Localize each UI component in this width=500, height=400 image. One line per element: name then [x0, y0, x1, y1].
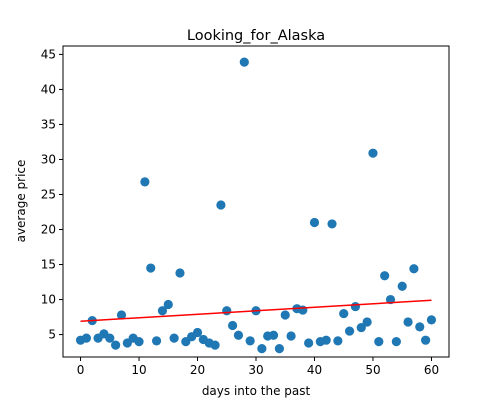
data-point: [228, 320, 238, 331]
data-point: [333, 336, 343, 346]
data-point: [81, 333, 91, 343]
data-point: [239, 57, 249, 67]
data-point: [391, 336, 401, 347]
data-point: [344, 326, 355, 336]
data-point: [403, 317, 413, 327]
data-point: [327, 219, 337, 229]
y-tick-label: 35: [41, 117, 56, 131]
data-point: [257, 343, 267, 354]
data-point: [409, 264, 419, 274]
data-point: [426, 315, 437, 325]
data-point: [116, 310, 127, 320]
data-point: [140, 177, 150, 187]
data-point: [421, 335, 431, 345]
y-tick-label: 40: [41, 82, 56, 96]
data-point: [216, 200, 226, 210]
chart-title: Looking_for_Alaska: [187, 28, 325, 44]
y-tick-label: 25: [41, 187, 56, 201]
trend-line: [80, 299, 432, 323]
data-point: [356, 322, 366, 333]
x-tick-label: 0: [77, 363, 85, 377]
y-tick-label: 20: [41, 223, 56, 237]
x-axis: 0 10 20 30 40 50 60: [77, 357, 439, 377]
data-point: [350, 301, 361, 312]
x-tick-label: 60: [424, 363, 439, 377]
data-point: [368, 148, 378, 158]
data-point: [192, 327, 203, 338]
x-tick-label: 50: [365, 363, 380, 377]
data-point: [175, 268, 185, 278]
y-axis-label: average price: [14, 160, 28, 243]
data-point: [274, 343, 284, 354]
data-point: [245, 336, 255, 346]
x-tick-label: 40: [307, 363, 322, 377]
x-tick-label: 20: [190, 363, 205, 377]
data-point: [111, 340, 121, 350]
y-tick-label: 45: [41, 47, 56, 61]
data-point: [134, 336, 144, 347]
data-point: [304, 338, 314, 348]
data-point: [233, 330, 244, 340]
data-point: [151, 336, 162, 346]
data-point: [415, 322, 425, 332]
data-point: [321, 335, 331, 345]
y-tick-label: 5: [48, 328, 56, 342]
data-point: [374, 336, 384, 347]
x-tick-label: 30: [248, 363, 263, 377]
data-point: [146, 263, 156, 273]
data-point: [380, 271, 390, 281]
data-point: [309, 217, 320, 228]
y-axis: 5 10 15 20 25 30 35 40 45: [41, 47, 63, 342]
data-point: [280, 310, 290, 320]
data-point: [362, 317, 372, 327]
x-tick-label: 10: [131, 363, 146, 377]
data-point: [105, 333, 115, 343]
data-point: [210, 340, 220, 350]
data-point: [339, 308, 349, 319]
x-axis-label: days into the past: [202, 384, 311, 398]
data-point: [169, 333, 179, 343]
y-tick-label: 15: [41, 258, 56, 272]
data-point: [397, 281, 407, 291]
data-point: [157, 306, 168, 316]
data-point: [268, 330, 279, 340]
data-point: [298, 305, 308, 315]
y-tick-label: 10: [41, 293, 56, 307]
data-point: [163, 299, 173, 310]
data-point: [286, 331, 296, 341]
plot-area: [62, 45, 450, 358]
data-point: [222, 306, 232, 316]
y-tick-label: 30: [41, 152, 56, 166]
